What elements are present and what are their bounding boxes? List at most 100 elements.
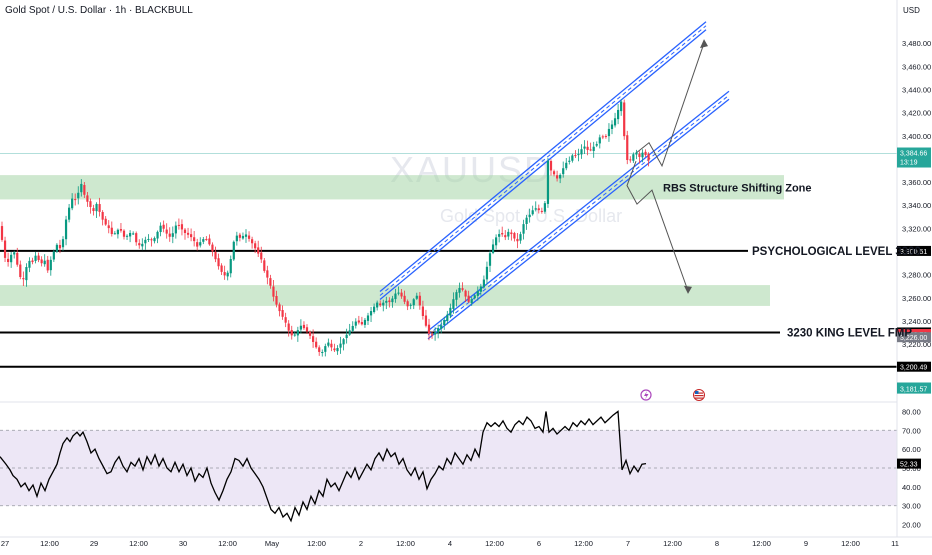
candle-body: [83, 185, 86, 195]
candle-body: [409, 304, 412, 306]
price-tick-label: 3,220.00: [902, 340, 931, 349]
candle: [281, 305, 284, 320]
candle: [403, 290, 406, 305]
candle-body: [415, 295, 418, 299]
psych-level-label: PSYCHOLOGICAL LEVEL 3300: [752, 246, 921, 258]
candle-body: [43, 260, 46, 265]
rsi-band: [0, 430, 897, 506]
candle: [464, 289, 467, 303]
candle-body: [568, 160, 571, 162]
candle-body: [437, 328, 440, 333]
candle: [235, 231, 238, 246]
rsi-tick-label: 30.00: [902, 502, 921, 511]
candle-body: [247, 235, 251, 239]
candle-body: [183, 229, 187, 233]
candle-body: [25, 267, 28, 281]
candle-body: [244, 234, 248, 237]
time-tick-label: 12:00: [396, 539, 415, 548]
candle: [366, 312, 370, 325]
price-tick-label: 3,460.00: [902, 62, 931, 71]
candle: [430, 331, 434, 339]
candle-body: [400, 292, 403, 297]
king-level-label: 3230 KING LEVEL FMP: [787, 327, 912, 339]
candle-body: [315, 341, 318, 348]
candle: [77, 186, 80, 205]
lightning-event-icon[interactable]: [640, 389, 652, 401]
candle-body: [513, 233, 516, 239]
candle-body: [211, 244, 214, 252]
rsi-tick-label: 40.00: [902, 483, 921, 492]
candle: [373, 303, 376, 314]
candle-body: [214, 252, 217, 260]
candle-body: [49, 259, 52, 271]
candle: [552, 169, 556, 177]
candle-body: [546, 160, 550, 204]
candle: [244, 229, 248, 243]
candle: [476, 286, 479, 301]
candle: [104, 216, 107, 226]
candle-body: [324, 346, 327, 352]
candle-body: [479, 286, 482, 292]
candle-body: [13, 252, 16, 255]
candle: [202, 236, 205, 245]
candle-body: [186, 232, 190, 235]
lightning-glyph: [644, 391, 649, 400]
candle-body: [208, 238, 211, 245]
candle-body: [476, 290, 479, 296]
candle: [299, 319, 302, 334]
candle-body: [46, 259, 49, 271]
candle-body: [318, 347, 321, 352]
candle: [482, 275, 485, 289]
candle: [98, 197, 101, 217]
candle: [263, 257, 266, 273]
candle: [324, 343, 327, 357]
candle: [287, 320, 290, 337]
candle: [165, 223, 168, 239]
us-flag-event-icon[interactable]: [693, 389, 705, 401]
candle-body: [613, 118, 617, 126]
candle-body: [589, 149, 592, 151]
price-tick-label: 3,400.00: [902, 132, 931, 141]
candle: [635, 149, 638, 160]
candle-body: [354, 321, 357, 326]
candle: [199, 237, 202, 248]
candle-body: [647, 153, 650, 161]
us-flag-stripe: [694, 395, 704, 397]
candle-body: [7, 258, 10, 263]
candle: [363, 318, 367, 328]
candle: [470, 297, 473, 306]
candle: [55, 243, 58, 253]
candle-body: [519, 234, 522, 241]
time-tick-label: 27: [1, 539, 9, 548]
projection-down-arrowhead: [684, 285, 692, 294]
candle-body: [638, 153, 641, 157]
candle: [327, 338, 330, 348]
price-tick-label: 3,320.00: [902, 224, 931, 233]
candle-body: [504, 235, 507, 238]
time-tick-label: 12:00: [218, 539, 237, 548]
candle: [119, 222, 123, 233]
candle: [610, 120, 614, 135]
candle: [467, 290, 470, 304]
candle-body: [373, 306, 376, 313]
candle-body: [348, 330, 351, 335]
candle: [49, 256, 52, 276]
candle-body: [159, 225, 162, 233]
candle: [61, 236, 65, 251]
candle: [546, 157, 550, 208]
candle: [205, 236, 208, 241]
candle: [607, 123, 611, 142]
candle: [559, 173, 562, 184]
candle: [495, 234, 498, 250]
candle: [583, 140, 586, 154]
candle: [418, 292, 421, 310]
candle-body: [3, 240, 7, 258]
price-tick-label: 3,260.00: [902, 294, 931, 303]
candle: [479, 283, 482, 296]
candle-body: [293, 334, 296, 336]
candle-body: [501, 232, 504, 235]
candle-body: [28, 260, 31, 268]
candle-body: [129, 232, 132, 237]
candle-body: [95, 203, 98, 212]
candle-body: [171, 233, 174, 237]
